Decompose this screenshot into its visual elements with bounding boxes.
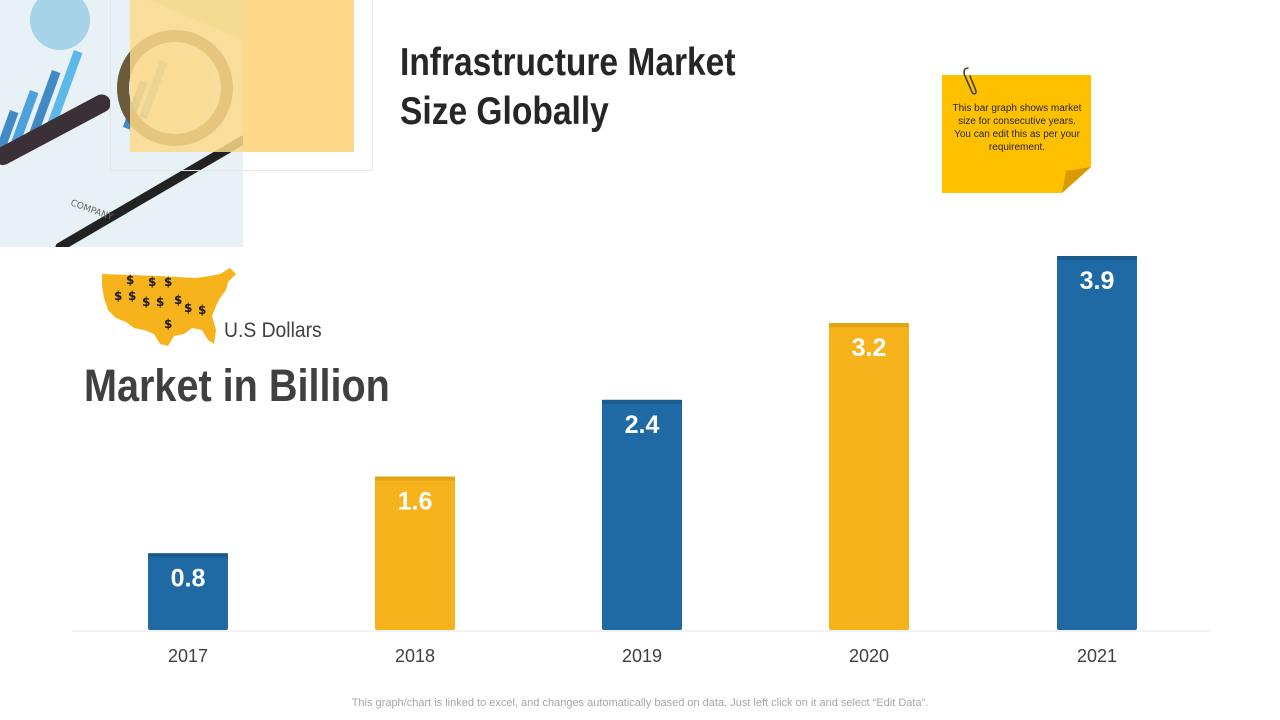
data-label-2020: 3.2 <box>852 334 887 362</box>
yellow-accent-block <box>243 0 354 152</box>
svg-text:$: $ <box>184 301 192 315</box>
data-label-2017: 0.8 <box>171 564 206 592</box>
paperclip-icon <box>963 67 977 95</box>
bar-2021 <box>1057 256 1137 630</box>
bar-top-edge-2017 <box>148 553 228 558</box>
svg-text:$: $ <box>164 275 172 289</box>
sticky-note-text: This bar graph shows market size for con… <box>952 103 1082 153</box>
bar-2019 <box>602 399 682 630</box>
footnote: This graph/chart is linked to excel, and… <box>351 697 929 709</box>
svg-text:$: $ <box>156 295 164 309</box>
bar-top-edge-2019 <box>602 399 682 404</box>
bar-2018 <box>375 476 455 630</box>
bar-top-edge-2018 <box>375 476 455 481</box>
data-label-2021: 3.9 <box>1080 267 1115 295</box>
bar-top-edge-2020 <box>829 323 909 328</box>
svg-text:$: $ <box>148 275 156 289</box>
svg-text:$: $ <box>114 289 122 303</box>
unit-label: U.S Dollars <box>224 319 322 342</box>
svg-text:$: $ <box>142 295 150 309</box>
data-label-2019: 2.4 <box>625 411 660 439</box>
hero-frame <box>110 0 373 171</box>
sticky-note: This bar graph shows market size for con… <box>935 64 1095 199</box>
x-tick-label-2020: 2020 <box>849 646 889 666</box>
x-tick-label-2018: 2018 <box>395 646 435 666</box>
svg-text:$: $ <box>128 289 136 303</box>
usa-map-icon: $ $ $ $ $ $ $ $ $ $ $ <box>98 264 240 350</box>
svg-text:$: $ <box>164 317 172 331</box>
svg-text:$: $ <box>126 273 134 287</box>
bar-2017 <box>148 553 228 630</box>
x-tick-label-2021: 2021 <box>1077 646 1117 666</box>
svg-text:$: $ <box>198 303 206 317</box>
data-label-2018: 1.6 <box>398 488 433 516</box>
hero-image: COMPANY <box>0 0 243 247</box>
dollar-sign-icons: $ $ $ $ $ $ $ $$ $$ <box>114 273 206 331</box>
chart-subtitle: Market in Billion <box>84 360 390 411</box>
bar-2020 <box>829 323 909 630</box>
page-title: Infrastructure Market Size Globally <box>400 41 736 133</box>
svg-text:$: $ <box>174 293 182 307</box>
bar-top-edge-2021 <box>1057 256 1137 260</box>
x-tick-label-2017: 2017 <box>168 646 208 666</box>
x-tick-label-2019: 2019 <box>622 646 662 666</box>
